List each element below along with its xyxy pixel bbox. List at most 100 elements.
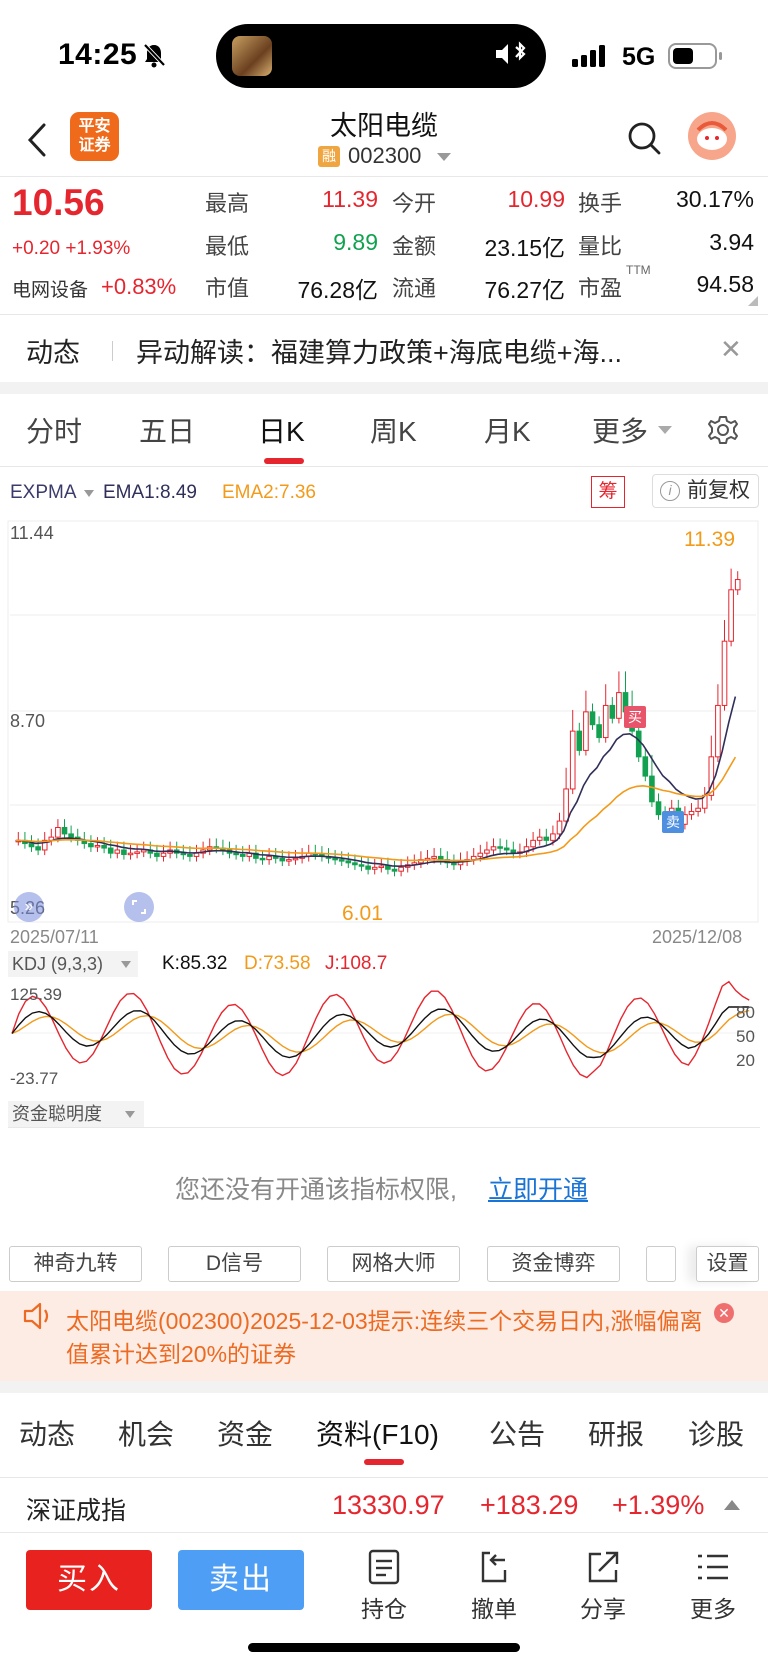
tool-more-chip[interactable] <box>646 1246 676 1282</box>
tab-dynamics[interactable]: 动态 <box>19 1419 76 1450</box>
x-end-label: 2025/12/08 <box>652 927 743 947</box>
share-icon <box>588 1551 619 1583</box>
scroll-left-icon[interactable]: » <box>14 892 44 922</box>
tab-opportunities[interactable]: 机会 <box>118 1419 175 1450</box>
capital-dropdown-icon[interactable] <box>125 1111 135 1118</box>
sell-signal-marker[interactable]: 卖 <box>662 811 684 833</box>
expand-up-icon[interactable] <box>724 1500 740 1510</box>
kdj-min-label: -23.77 <box>10 1069 59 1088</box>
candle-body <box>635 730 642 758</box>
active-tab-indicator <box>264 458 304 464</box>
kdj-chart[interactable] <box>0 978 768 1098</box>
tab-capital[interactable]: 资金 <box>217 1419 274 1450</box>
cancel-order-button[interactable]: 撤单 <box>454 1548 534 1624</box>
stat-value: 76.27亿 <box>484 277 565 303</box>
sell-button[interactable]: 卖出 <box>178 1550 304 1610</box>
share-label: 分享 <box>580 1596 626 1622</box>
tab-f10[interactable]: 资料(F10) <box>316 1419 439 1450</box>
alert-close-icon[interactable]: ✕ <box>714 1303 734 1323</box>
adjustment-button[interactable]: 前复权 <box>652 474 759 508</box>
alert-text: 太阳电缆(002300)2025-12-03提示:连续三个交易日内,涨幅偏离值累… <box>66 1308 703 1367</box>
indicator-name[interactable]: EXPMA <box>10 482 77 503</box>
tool-grid-master[interactable]: 网格大师 <box>327 1246 460 1282</box>
assistant-avatar[interactable] <box>688 112 736 160</box>
share-button[interactable]: 分享 <box>563 1548 643 1624</box>
candle-body <box>371 866 378 870</box>
ema1-value: EMA1:8.49 <box>103 482 197 503</box>
candle-body <box>596 724 602 739</box>
index-name[interactable]: 深证成指 <box>26 1497 127 1525</box>
kline-chart[interactable] <box>0 515 768 925</box>
candle-body <box>642 756 649 777</box>
kdj-dropdown-icon[interactable] <box>121 961 131 968</box>
chevron-down-icon[interactable] <box>658 426 672 434</box>
kdj-indicator-name[interactable]: KDJ (9,3,3) <box>8 951 138 977</box>
candle-body <box>55 826 61 838</box>
status-time: 14:25 <box>58 38 138 71</box>
tool-capital-game[interactable]: 资金博弈 <box>487 1246 620 1282</box>
expand-corner-icon[interactable] <box>748 296 758 306</box>
candle-body <box>292 857 299 861</box>
candle-body <box>253 852 259 859</box>
candle-body <box>543 836 550 841</box>
stat-value: 23.15亿 <box>484 235 565 261</box>
tab-intraday[interactable]: 分时 <box>26 416 83 447</box>
more-button[interactable]: 更多 <box>673 1548 753 1624</box>
stat-value: 9.89 <box>333 229 378 255</box>
tab-weekly-k[interactable]: 周K <box>370 416 417 447</box>
tab-monthly-k[interactable]: 月K <box>484 416 531 447</box>
tab-announcements[interactable]: 公告 <box>489 1419 546 1450</box>
home-indicator[interactable] <box>248 1643 520 1652</box>
candle-body <box>101 844 107 849</box>
candle-body <box>649 775 655 803</box>
stock-code[interactable]: 002300 <box>348 143 422 168</box>
chip-distribution-button[interactable]: 筹 <box>591 476 625 508</box>
candle-body <box>609 704 616 719</box>
close-icon[interactable]: ✕ <box>720 334 742 364</box>
stat-label: 量比 <box>578 234 623 259</box>
news-tag: 动态 <box>26 338 80 368</box>
candle-body <box>391 868 398 872</box>
fullscreen-icon[interactable] <box>124 892 154 922</box>
divider <box>0 466 768 467</box>
tool-nine-turns[interactable]: 神奇九转 <box>9 1246 142 1282</box>
ema2-value: EMA2:7.36 <box>222 482 316 503</box>
holdings-button[interactable]: 持仓 <box>344 1548 424 1624</box>
candle-body <box>385 865 391 870</box>
tab-diagnosis[interactable]: 诊股 <box>688 1419 745 1450</box>
candle-body <box>728 589 734 642</box>
kdj-j-line <box>11 980 750 1079</box>
activate-link[interactable]: 立即开通 <box>488 1176 589 1204</box>
tool-d-signal[interactable]: D信号 <box>168 1246 301 1282</box>
search-icon[interactable] <box>624 118 664 158</box>
candle-body <box>477 852 484 857</box>
candle-body <box>431 855 437 859</box>
stat-superscript: TTM <box>626 263 651 277</box>
buy-signal-marker[interactable]: 买 <box>624 706 646 728</box>
indicator-dropdown-icon[interactable] <box>84 490 94 497</box>
sector-name[interactable]: 电网设备 <box>12 280 89 301</box>
tab-research[interactable]: 研报 <box>588 1419 645 1450</box>
tab-more[interactable]: 更多 <box>592 416 649 447</box>
ema2-line <box>15 756 737 862</box>
candle-body <box>180 852 187 856</box>
buy-button[interactable]: 买入 <box>26 1550 152 1610</box>
candle-body <box>41 839 48 851</box>
tool-settings[interactable]: 设置 <box>696 1246 759 1282</box>
stat-value: 30.17% <box>675 186 754 212</box>
stat-value: 94.58 <box>696 271 754 297</box>
info-icon[interactable]: i <box>660 481 680 501</box>
margin-tag: 融 <box>318 146 340 167</box>
candle-body <box>266 855 272 861</box>
candle-body <box>602 704 609 739</box>
stat-value: 3.94 <box>709 229 754 255</box>
gear-icon[interactable] <box>706 414 740 448</box>
tab-five-day[interactable]: 五日 <box>139 416 196 447</box>
candle-body <box>107 847 114 854</box>
back-chevron-icon[interactable] <box>22 120 52 160</box>
index-value: 13330.97 <box>332 1490 445 1520</box>
news-headline[interactable]: 异动解读：福建算力政策+海底电缆+海... <box>136 338 623 368</box>
tab-daily-k[interactable]: 日K <box>258 416 305 447</box>
code-dropdown-icon[interactable] <box>437 153 451 161</box>
capital-indicator-name[interactable]: 资金聪明度 <box>8 1101 144 1127</box>
